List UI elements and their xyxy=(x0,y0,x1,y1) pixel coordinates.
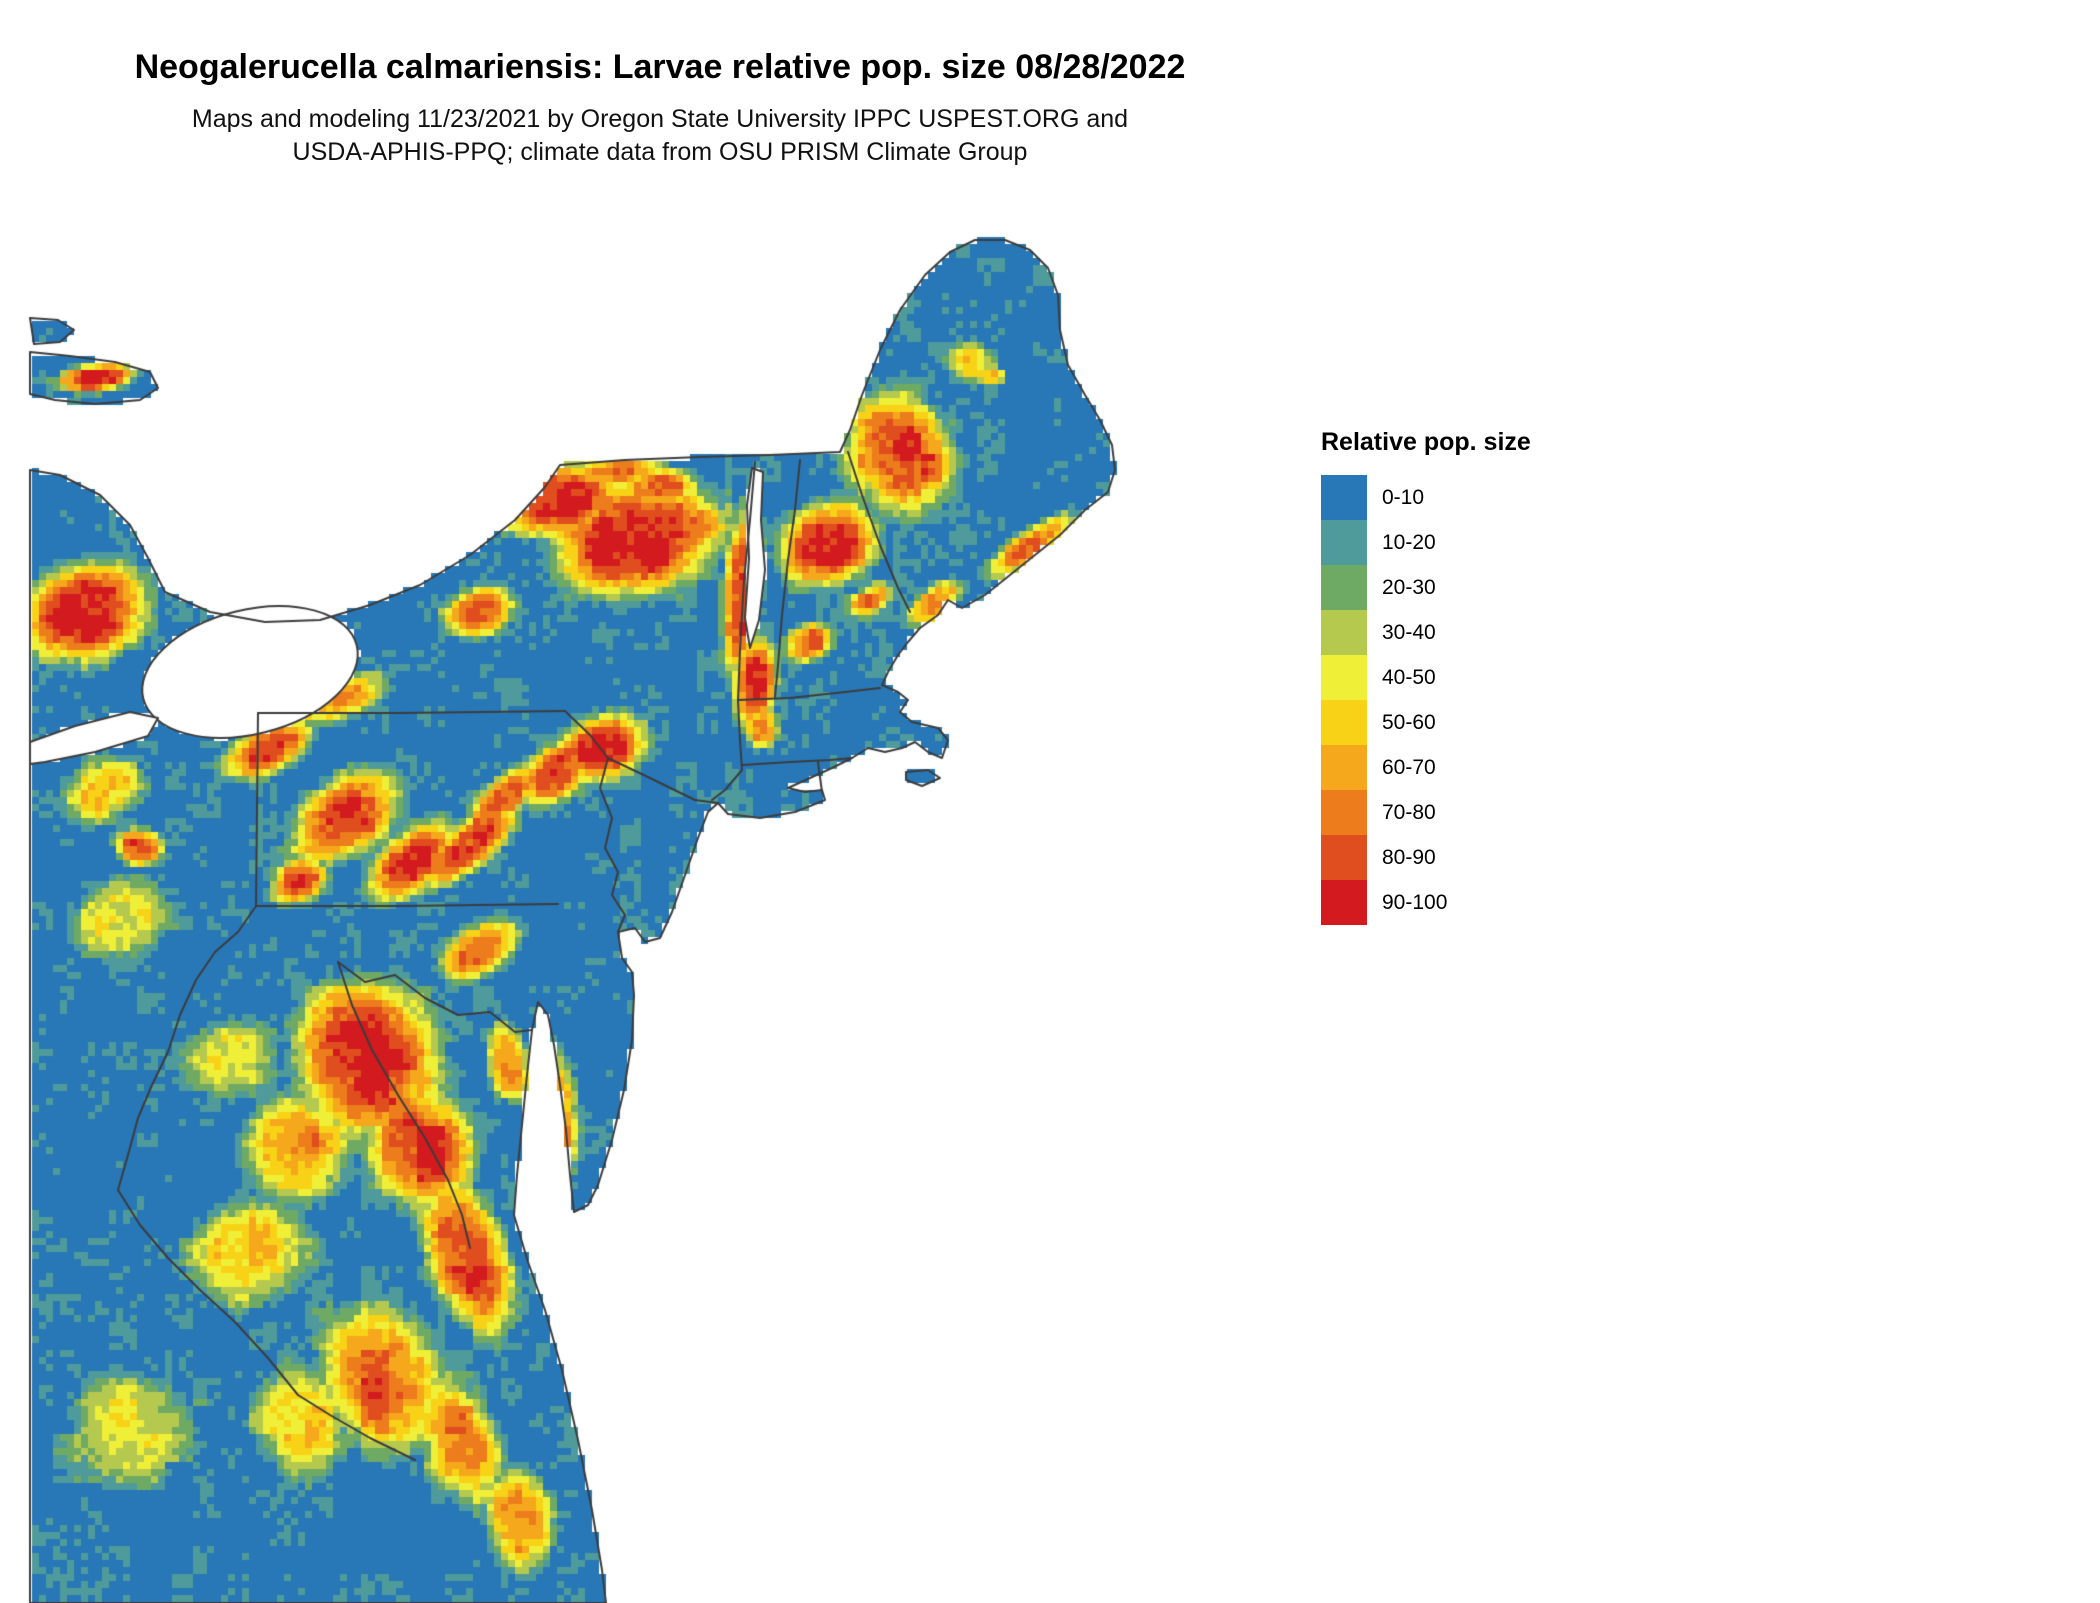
legend-swatch xyxy=(1321,565,1367,610)
legend-label: 40-50 xyxy=(1382,665,1436,689)
header: Neogalerucella calmariensis: Larvae rela… xyxy=(30,48,1290,169)
legend: Relative pop. size 0-10 10-20 20-30 30-40 40… xyxy=(1321,428,1531,925)
legend-swatch xyxy=(1321,835,1367,880)
legend-item: 50-60 xyxy=(1321,700,1531,745)
legend-swatch xyxy=(1321,475,1367,520)
legend-item: 30-40 xyxy=(1321,610,1531,655)
legend-swatch xyxy=(1321,880,1367,925)
legend-swatch xyxy=(1321,745,1367,790)
map-subtitle-line1: Maps and modeling 11/23/2021 by Oregon S… xyxy=(191,105,1129,133)
legend-item: 0-10 xyxy=(1321,475,1531,520)
legend-swatch xyxy=(1321,520,1367,565)
legend-swatch xyxy=(1321,610,1367,655)
legend-swatch xyxy=(1321,700,1367,745)
legend-item: 80-90 xyxy=(1321,835,1531,880)
legend-label: 60-70 xyxy=(1382,755,1436,779)
legend-label: 0-10 xyxy=(1382,485,1425,509)
map-subtitle: Maps and modeling 11/23/2021 by Oregon S… xyxy=(30,103,1290,169)
legend-item: 60-70 xyxy=(1321,745,1531,790)
legend-title: Relative pop. size xyxy=(1321,428,1531,456)
legend-label: 80-90 xyxy=(1382,845,1436,869)
legend-swatch xyxy=(1321,790,1367,835)
map-subtitle-line2: USDA-APHIS-PPQ; climate data from OSU PR… xyxy=(292,138,1028,166)
legend-item: 10-20 xyxy=(1321,520,1531,565)
legend-label: 10-20 xyxy=(1382,530,1436,554)
legend-label: 50-60 xyxy=(1382,710,1436,734)
legend-label: 30-40 xyxy=(1382,620,1436,644)
legend-label: 70-80 xyxy=(1382,800,1436,824)
legend-item: 40-50 xyxy=(1321,655,1531,700)
legend-items: 0-10 10-20 20-30 30-40 40-50 50-60 60-70 70-80 8… xyxy=(1321,475,1531,925)
legend-label: 90-100 xyxy=(1382,890,1448,914)
map-title: Neogalerucella calmariensis: Larvae rela… xyxy=(134,48,1186,86)
legend-item: 90-100 xyxy=(1321,880,1531,925)
legend-swatch xyxy=(1321,655,1367,700)
legend-item: 70-80 xyxy=(1321,790,1531,835)
legend-item: 20-30 xyxy=(1321,565,1531,610)
legend-label: 20-30 xyxy=(1382,575,1436,599)
